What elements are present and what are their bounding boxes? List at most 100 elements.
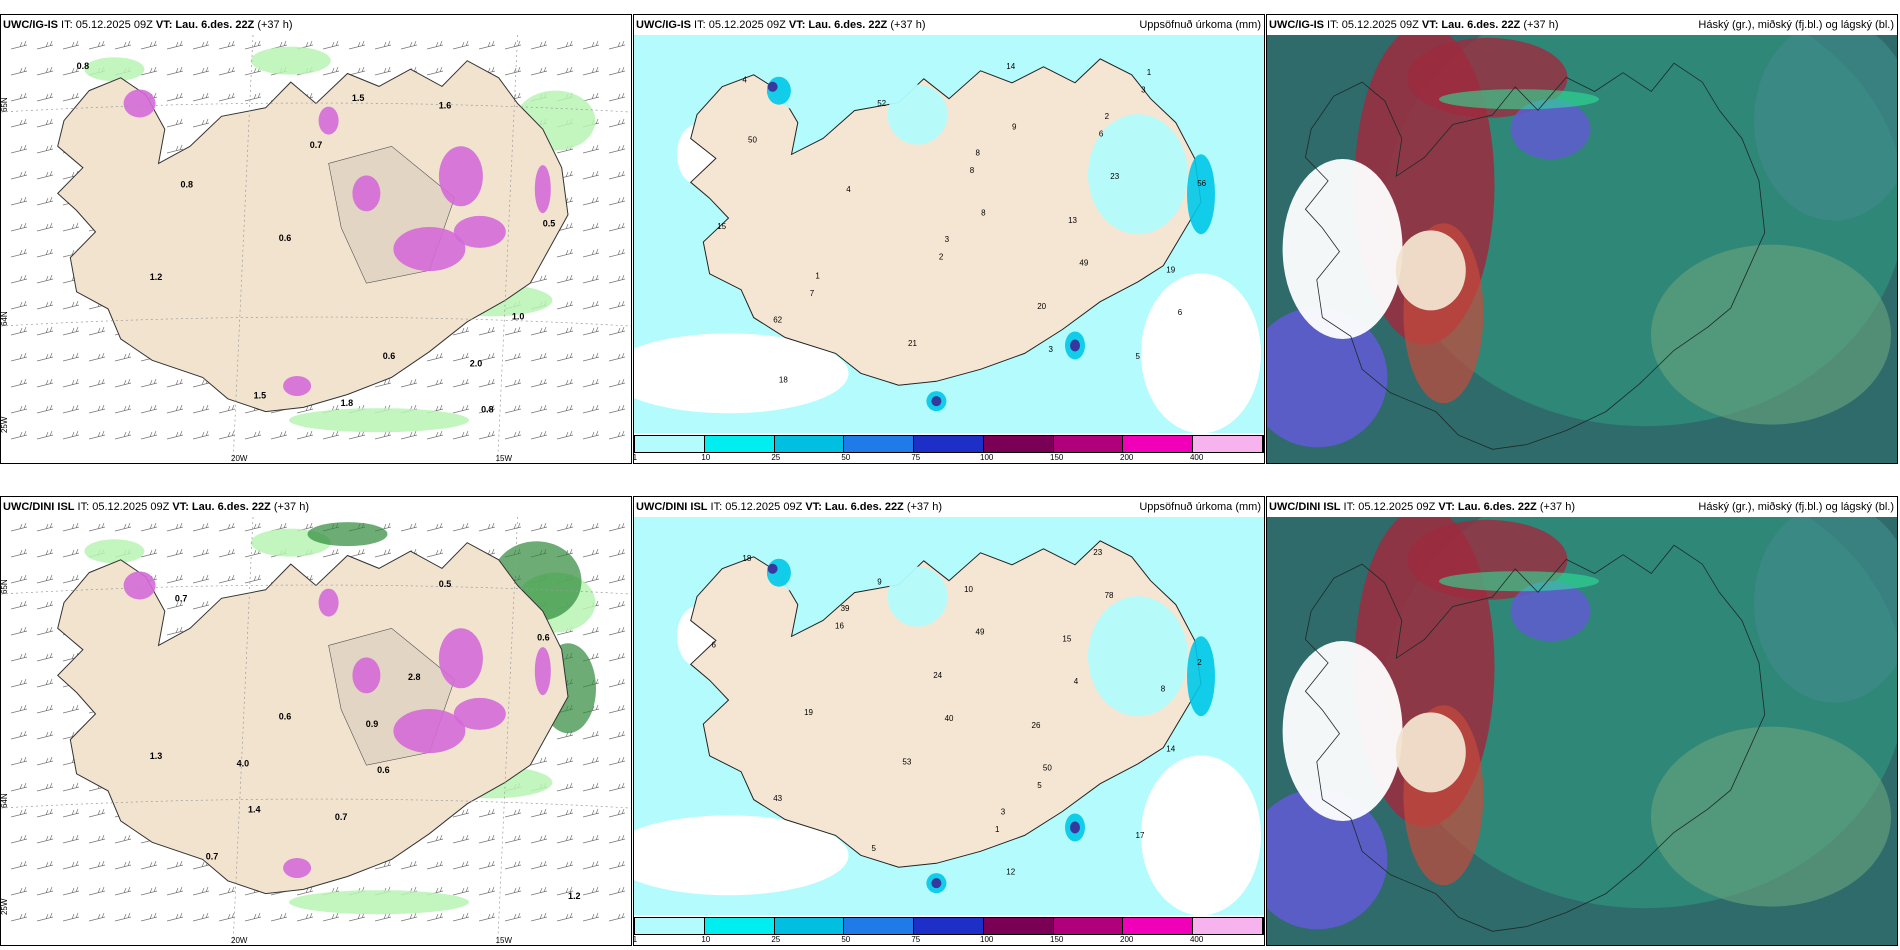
value-label: 0.6 xyxy=(279,711,292,721)
value-label: 1.6 xyxy=(439,101,452,111)
wind-barb xyxy=(556,248,574,258)
wind-barb xyxy=(400,378,418,388)
clear-sky xyxy=(1282,159,1403,339)
wind-barb xyxy=(10,378,28,388)
wind-barb xyxy=(400,860,418,870)
iceland-landmass xyxy=(689,58,1202,386)
land-clear xyxy=(1395,712,1466,793)
value-label: 1.8 xyxy=(341,398,354,408)
wind-barb xyxy=(10,222,28,232)
wind-barb xyxy=(270,912,288,922)
colorbar-label: 400 xyxy=(1189,935,1204,944)
wind-barb xyxy=(348,548,366,558)
wind-barb xyxy=(114,522,132,532)
wind-barb xyxy=(556,326,574,336)
colorbar-swatch xyxy=(1053,436,1124,452)
value-label: 18 xyxy=(742,554,751,563)
colorbar-swatch xyxy=(914,918,984,934)
wind-barb xyxy=(374,66,392,76)
wind-barb xyxy=(10,652,28,662)
wind-barb xyxy=(36,222,54,232)
value-label: 49 xyxy=(976,627,985,636)
lead-time: (+37 h) xyxy=(887,19,926,31)
model-name: UWC/IG-IS xyxy=(3,19,58,31)
wind-barb xyxy=(426,40,444,50)
map-canvas: 4312162865431415195249205056212313188236… xyxy=(634,35,1264,433)
valid-time-label: VT: xyxy=(1421,19,1439,31)
wind-barb xyxy=(504,326,522,336)
init-time: IT: 05.12.2025 09Z xyxy=(1324,19,1422,31)
wind-barb xyxy=(36,66,54,76)
wind-barb xyxy=(10,326,28,336)
precip-core xyxy=(318,106,339,135)
value-label: 1.5 xyxy=(254,390,267,400)
iceland-landmass xyxy=(56,542,569,895)
map-panel-2-3: UWC/DINI ISL IT: 05.12.2025 09Z VT: Lau.… xyxy=(1266,496,1898,946)
latitude-label: 25W xyxy=(1,416,9,433)
wind-barb xyxy=(296,404,314,414)
wind-barb xyxy=(582,404,600,414)
wind-barb xyxy=(114,834,132,844)
wind-barb xyxy=(556,300,574,310)
latitude-label: 65N xyxy=(1,579,9,594)
wind-barb xyxy=(192,522,210,532)
value-label: 19 xyxy=(1166,266,1175,275)
wind-barb xyxy=(582,834,600,844)
wind-barb xyxy=(426,352,444,362)
wind-barb xyxy=(166,404,184,414)
wind-barb xyxy=(114,886,132,896)
wind-barb xyxy=(166,144,184,154)
wind-barb xyxy=(88,326,106,336)
wind-barb xyxy=(530,378,548,388)
wind-barb xyxy=(296,886,314,896)
wind-barb xyxy=(478,522,496,532)
colorbar-swatch xyxy=(774,436,845,452)
lead-time: (+37 h) xyxy=(270,501,309,513)
wind-barb xyxy=(62,430,80,440)
precip-core xyxy=(283,857,312,878)
wind-barb xyxy=(400,912,418,922)
wind-barb xyxy=(140,912,158,922)
value-label: 15 xyxy=(717,222,726,231)
value-label: 4 xyxy=(1074,677,1079,686)
wind-barb xyxy=(62,92,80,102)
wind-barb xyxy=(88,522,106,532)
value-label: 9 xyxy=(1012,122,1017,131)
wind-barb xyxy=(478,352,496,362)
wind-barb xyxy=(218,66,236,76)
colorbar-label: 75 xyxy=(911,935,921,944)
iceland-landmass xyxy=(56,60,569,413)
wind-barb xyxy=(88,378,106,388)
wind-barb xyxy=(348,40,366,50)
wind-barb xyxy=(166,886,184,896)
valid-time-label: VT: xyxy=(1438,501,1455,513)
valid-time: Lau. 6.des. 22Z xyxy=(1454,501,1537,513)
panel-title: UWC/IG-IS IT: 05.12.2025 09Z VT: Lau. 6.… xyxy=(1,15,631,35)
land-clear xyxy=(1395,230,1466,311)
value-label: 6 xyxy=(712,641,717,650)
precip-area xyxy=(289,890,469,915)
value-label: 52 xyxy=(877,99,886,108)
precip-core xyxy=(393,709,466,753)
wind-barb xyxy=(10,430,28,440)
value-label: 1 xyxy=(995,825,1000,834)
wind-barb xyxy=(10,300,28,310)
wind-barb xyxy=(36,248,54,258)
wind-barb xyxy=(10,40,28,50)
wind-barb xyxy=(88,352,106,362)
lead-time: (+37 h) xyxy=(1520,19,1559,31)
wind-barb xyxy=(504,860,522,870)
value-labels: 0.8 0.6 0.8 1.6 1.2 1.5 0.7 1.0 2.0 0.8 0.6 1.8 0.5 1… xyxy=(77,61,556,414)
wind-barb xyxy=(608,196,626,206)
wind-barb xyxy=(530,40,548,50)
value-label: 50 xyxy=(748,136,757,145)
value-label: 0.7 xyxy=(310,140,323,150)
field-description: Háský (gr.), miðský (fj.bl.) og lágský (… xyxy=(1698,501,1894,513)
precip-colorbar: 1 10 25 50 75 100 150 200 400 xyxy=(634,917,1264,945)
wind-barb xyxy=(452,912,470,922)
precip-area xyxy=(887,566,948,627)
coastline xyxy=(1304,544,1766,932)
value-label: 49 xyxy=(1079,258,1088,267)
map-panel-2-2: UWC/DINI ISL IT: 05.12.2025 09Z VT: Lau.… xyxy=(633,496,1265,946)
wind-barb xyxy=(582,860,600,870)
